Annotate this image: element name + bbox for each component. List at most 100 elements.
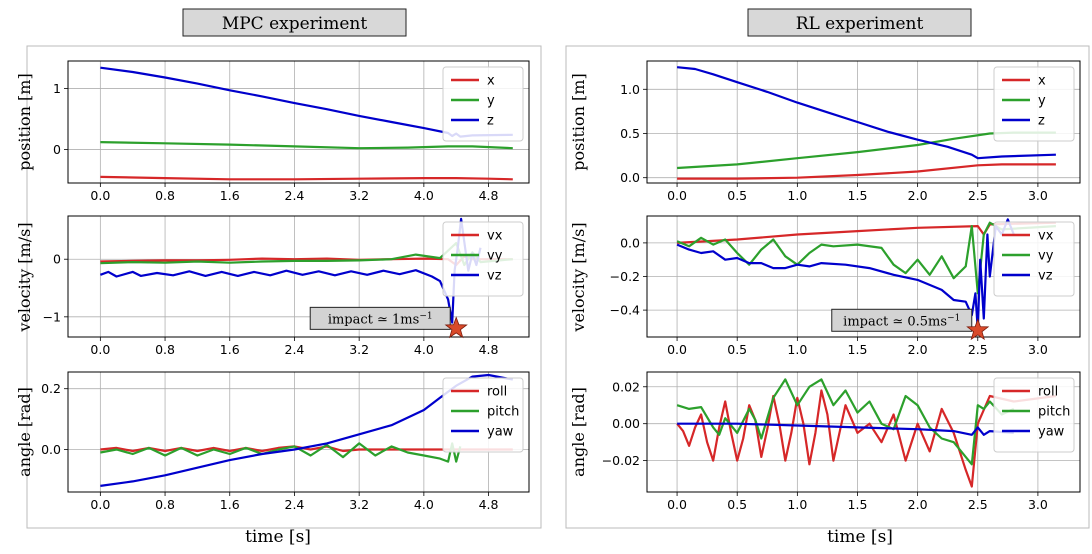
mpc-angle-xtick-label: 4.0 [414, 497, 434, 512]
rl-angle-xtick-label: 0.0 [667, 497, 687, 512]
rl-angle-xtick-label: 1.5 [848, 497, 868, 512]
rl-ylabel-position: position [m] [569, 73, 588, 170]
mpc-velocity-axes: 0.0 0.8 1.6 2.4 3.2 4.0 4.8 −1 0 vx vy vz impact ≃ 1… [43, 215, 530, 357]
rl-position-xtick-label: 3.0 [1028, 188, 1048, 203]
mpc-velocity-impact-box [309, 306, 451, 330]
rl-angle-legend: roll pitch yaw [993, 377, 1075, 453]
mpc-angle-ytick-label: 0.0 [41, 442, 61, 457]
mpc-angle-xtick-label: 0.8 [155, 497, 175, 512]
mpc-position-series-x [100, 175, 513, 181]
mpc-position-xtick-label: 2.4 [285, 188, 305, 203]
mpc-position-xtick-label: 4.0 [414, 188, 434, 203]
mpc-angle-ytick-label: 0.2 [41, 381, 61, 396]
rl-velocity-legend-label-vx: vx [1038, 229, 1054, 244]
rl-velocity-impact-box [831, 308, 973, 332]
rl-position-legend-label-z: z [1038, 114, 1045, 129]
mpc-position-legend-label-x: x [487, 74, 495, 89]
mpc-angle-xtick-label: 0.0 [90, 497, 110, 512]
mpc-velocity-legend-label-vy: vy [487, 249, 503, 264]
rl-velocity-legend-box [993, 221, 1075, 297]
rl-velocity-xtick-label: 2.5 [968, 342, 988, 357]
rl-velocity-ytick-label: 0.0 [620, 235, 640, 250]
rl-xlabel: time [s] [827, 527, 893, 547]
mpc-position-legend: xyz [442, 66, 524, 142]
rl-velocity-series-vz [676, 218, 1015, 332]
rl-angle-axes: 0.0 0.5 1.0 1.5 2.0 2.5 3.0 −0.02 0.00 0.02 roll pi… [602, 371, 1081, 512]
mpc-velocity-ytick-label: −1 [43, 309, 61, 324]
rl-position-xtick-label: 2.0 [908, 188, 928, 203]
mpc-position-ytick-label: 1 [53, 81, 61, 96]
mpc-ylabel-velocity: velocity [m/s] [15, 222, 34, 332]
rl-ylabel-velocity: velocity [m/s] [569, 222, 588, 332]
mpc-angle-axes: 0.0 0.8 1.6 2.4 3.2 4.0 4.8 0.0 0.2 roll pitch yaw [41, 371, 530, 512]
rl-angle-legend-label-yaw: yaw [1038, 425, 1065, 440]
mpc-velocity-legend: vx vy vz [442, 221, 524, 297]
rl-position-legend-label-x: x [1038, 74, 1046, 89]
rl-velocity-xtick-label: 1.5 [848, 342, 868, 357]
mpc-velocity-xtick-label: 0.8 [155, 342, 175, 357]
rl-position-axes-frame [646, 60, 1081, 184]
mpc-velocity-xtick-label: 3.2 [349, 342, 369, 357]
rl-angle-ytick-label: 0.02 [612, 379, 640, 394]
mpc-angle-xtick-label: 3.2 [349, 497, 369, 512]
mpc-angle-legend-label-roll: roll [487, 385, 507, 400]
rl-angle-series-group [676, 378, 1057, 488]
rl-position-ytick-label: 1.0 [620, 82, 640, 97]
mpc-velocity-xtick-label: 1.6 [220, 342, 240, 357]
rl-frame [565, 45, 1090, 529]
rl-velocity-xtick-label: 1.0 [787, 342, 807, 357]
mpc-xlabel: time [s] [245, 527, 311, 547]
mpc-velocity-axes-frame [67, 215, 530, 338]
rl-angle-ytick-label: −0.02 [602, 453, 640, 468]
rl-angle-axes-frame [646, 371, 1081, 493]
rl-velocity-series-vy [676, 221, 1056, 295]
mpc-title: MPC experiment [222, 14, 368, 34]
mpc-angle-legend-box [442, 377, 524, 453]
mpc-ylabel-angle: angle [rad] [15, 387, 34, 477]
rl-position-legend-label-y: y [1038, 94, 1046, 109]
mpc-ylabel-position: position [m] [15, 73, 34, 170]
rl-position-xtick-label: 1.5 [848, 188, 868, 203]
mpc-velocity-xtick-label: 4.0 [414, 342, 434, 357]
mpc-velocity-legend-label-vz: vz [487, 269, 502, 284]
mpc-velocity-impact-text: impact ≃ 1ms−1 [328, 311, 433, 327]
rl-title-box: RL experiment [747, 8, 972, 37]
mpc-position-axes-frame [67, 60, 530, 184]
mpc-title-box: MPC experiment [182, 8, 407, 37]
mpc-angle-series-roll [100, 445, 513, 453]
rl-velocity-ytick-label: −0.4 [610, 303, 640, 318]
rl-angle-xtick-label: 0.5 [727, 497, 747, 512]
rl-angle-legend-label-pitch: pitch [1038, 405, 1070, 420]
rl-velocity-impact-annotation: impact ≃ 0.5ms−1 [831, 308, 990, 341]
rl-position-ytick-label: 0.0 [620, 170, 640, 185]
rl-position-series-z [676, 66, 1056, 160]
mpc-velocity-impact-annotation: impact ≃ 1ms−1 [309, 306, 468, 339]
mpc-position-legend-label-z: z [487, 114, 494, 129]
rl-position-xtick-label: 0.5 [727, 188, 747, 203]
rl-velocity-axes-frame [646, 215, 1081, 338]
mpc-position-legend-box [442, 66, 524, 142]
mpc-position-axes: 0.0 0.8 1.6 2.4 3.2 4.0 4.8 0 1 xyz [53, 60, 530, 203]
mpc-velocity-legend-box [442, 221, 524, 297]
rl-angle-series-yaw [677, 422, 1014, 436]
rl-position-xtick-label: 0.0 [667, 188, 687, 203]
rl-position-ytick-label: 0.5 [620, 126, 640, 141]
mpc-position-series-y [100, 141, 513, 150]
rl-velocity-xtick-label: 3.0 [1028, 342, 1048, 357]
mpc-angle-legend-label-pitch: pitch [487, 405, 519, 420]
rl-angle-xtick-label: 3.0 [1028, 497, 1048, 512]
mpc-position-ytick-label: 0 [53, 142, 61, 157]
mpc-velocity-xtick-label: 2.4 [285, 342, 305, 357]
mpc-position-xtick-label: 0.0 [90, 188, 110, 203]
mpc-velocity-impact-star [444, 316, 468, 339]
mpc-velocity-legend-label-vx: vx [487, 229, 503, 244]
rl-ylabel-angle: angle [rad] [569, 387, 588, 477]
mpc-position-xtick-label: 4.8 [479, 188, 499, 203]
rl-velocity-xtick-label: 2.0 [908, 342, 928, 357]
mpc-position-legend-label-y: y [487, 94, 495, 109]
rl-position-axes: 0.0 0.5 1.0 1.5 2.0 2.5 3.0 0.0 0.5 1.0 xyz [620, 60, 1081, 203]
rl-velocity-impact-text: impact ≃ 0.5ms−1 [843, 313, 960, 329]
mpc-angle-legend: roll pitch yaw [442, 377, 524, 453]
